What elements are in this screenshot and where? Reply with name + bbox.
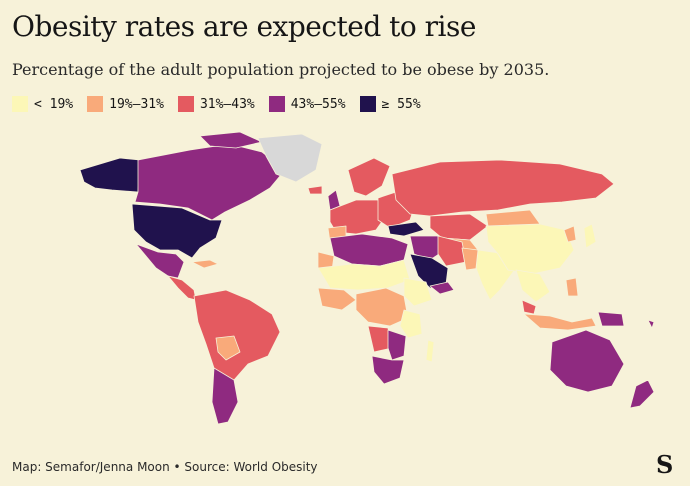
region-mexico [135, 243, 185, 279]
legend-label: 31%–43% [199, 96, 255, 112]
region-east-africa [399, 309, 423, 339]
legend-item-19-31: 19%–31% [87, 96, 164, 112]
region-bolivia [215, 335, 241, 361]
region-central-africa [355, 287, 409, 327]
region-madagascar [425, 339, 435, 363]
region-philippines [565, 277, 579, 297]
region-new-zealand [629, 379, 655, 409]
legend-label: 43%–55% [290, 96, 346, 112]
legend-swatch [12, 96, 28, 112]
region-greenland [257, 133, 323, 183]
legend: < 19% 19%–31% 31%–43% 43%–55% ≥ 55% [12, 96, 421, 112]
chart-subtitle: Percentage of the adult population proje… [12, 60, 550, 79]
region-iceland [307, 185, 323, 195]
region-japan [583, 223, 597, 249]
legend-label: 19%–31% [109, 96, 164, 112]
region-europe-west [329, 199, 387, 235]
region-australia [549, 329, 625, 393]
region-middle-east-north [409, 235, 443, 261]
region-south-america-north [193, 289, 281, 389]
region-korea [563, 225, 577, 243]
legend-swatch [87, 96, 104, 112]
region-southeast-asia [515, 269, 551, 303]
region-north-africa [329, 233, 409, 267]
region-indonesia [523, 313, 597, 331]
semafor-logo: S [656, 450, 674, 479]
region-south-america-south [211, 367, 239, 425]
region-southern-central-africa [387, 329, 407, 361]
region-caribbean [191, 259, 219, 269]
legend-item-31-43: 31%–43% [177, 96, 255, 112]
legend-swatch [268, 96, 285, 112]
world-choropleth-map [79, 131, 655, 425]
region-horn-africa [403, 277, 433, 307]
region-china [485, 223, 575, 275]
region-yemen-oman [429, 281, 455, 295]
region-alaska [79, 157, 141, 193]
region-iran [437, 235, 467, 267]
region-papua [597, 311, 625, 327]
region-pacific-islands [647, 319, 655, 329]
region-turkey [387, 221, 425, 237]
legend-swatch [177, 96, 194, 112]
region-usa [131, 203, 223, 259]
legend-label: ≥ 55% [381, 96, 421, 112]
legend-item-gte55: ≥ 55% [359, 96, 421, 112]
region-russia [391, 159, 615, 217]
legend-item-lt19: < 19% [12, 96, 73, 112]
source-credit: Map: Semafor/Jenna Moon • Source: World … [12, 460, 318, 474]
region-south-africa [371, 355, 405, 385]
region-central-america [167, 275, 197, 301]
region-scandinavia [347, 157, 391, 197]
chart-title: Obesity rates are expected to rise [12, 10, 476, 43]
region-canada-islands [199, 131, 263, 149]
region-west-africa [317, 287, 357, 311]
legend-item-43-55: 43%–55% [268, 96, 346, 112]
legend-label: < 19% [34, 96, 74, 112]
region-malaysia [521, 299, 537, 315]
legend-swatch [359, 96, 376, 112]
